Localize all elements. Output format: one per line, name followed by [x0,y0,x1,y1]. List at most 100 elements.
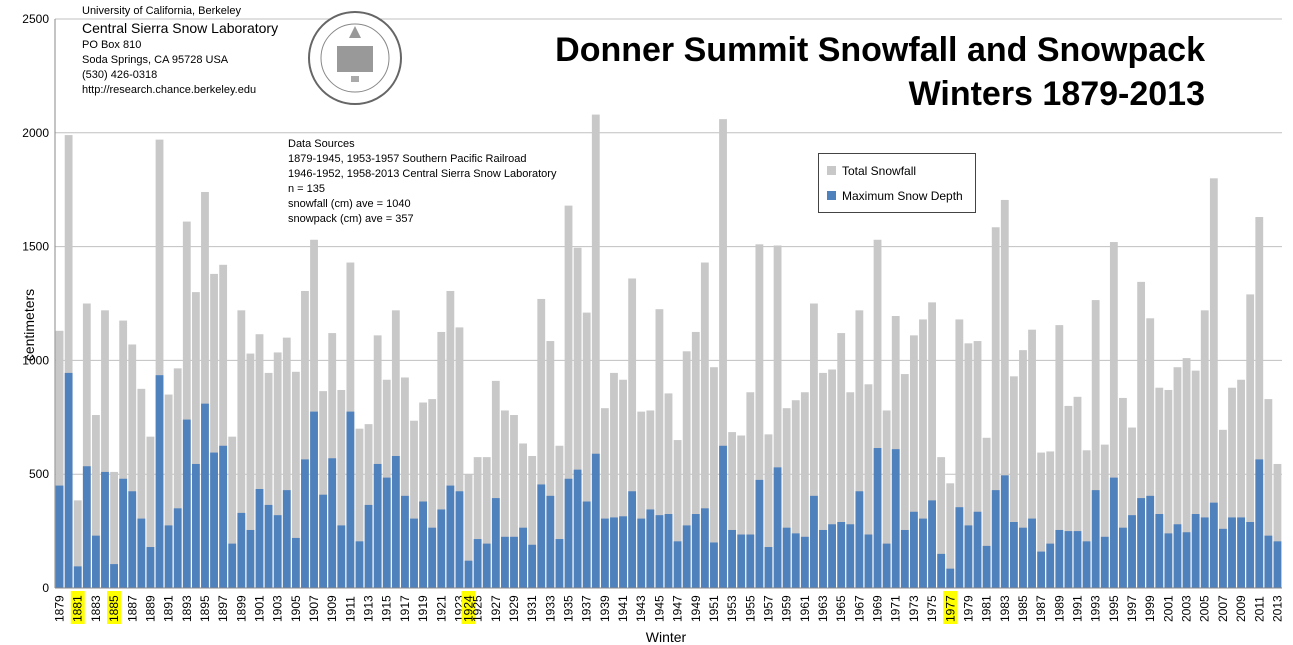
org-url[interactable]: http://research.chance.berkeley.edu [82,84,257,96]
bar-max-snow-depth [828,524,837,588]
bar-max-snow-depth [1273,541,1282,588]
bar-max-snow-depth [491,498,500,588]
bar-total-snowfall [1219,429,1227,588]
x-tick-label: 1879 [53,595,67,622]
bar-max-snow-depth [482,543,491,588]
bar-max-snow-depth [182,419,191,588]
x-tick-label: 1913 [362,595,376,622]
bar-max-snow-depth [119,478,128,588]
bar-max-snow-depth [437,509,446,588]
bar-max-snow-depth [855,491,864,588]
bar-total-snowfall [828,369,837,588]
bar-max-snow-depth [755,479,764,588]
x-tick-label: 1917 [398,595,412,622]
legend-label-depth: Maximum Snow Depth [842,188,963,203]
bar-total-snowfall [1228,387,1236,588]
bar-max-snow-depth [582,501,591,588]
bar-max-snow-depth [537,484,546,588]
bar-max-snow-depth [691,514,700,588]
bar-max-snow-depth [91,535,100,588]
bar-total-snowfall [419,402,428,588]
bar-total-snowfall [291,371,300,588]
highlight-marker [943,591,958,624]
bar-max-snow-depth [1255,459,1264,588]
bar-total-snowfall [1264,399,1273,588]
bar-max-snow-depth [1046,543,1055,588]
bar-max-snow-depth [219,445,228,588]
bar-total-snowfall [1019,350,1027,588]
bar-max-snow-depth [555,539,564,588]
org-city: Soda Springs, CA 95728 USA [82,54,229,66]
bar-total-snowfall [800,392,809,588]
x-tick-label: 1991 [1071,595,1085,622]
x-tick-label: 1943 [634,595,648,622]
bar-max-snow-depth [791,533,800,588]
x-tick-label: 1924 [462,595,476,622]
bar-max-snow-depth [1237,517,1246,588]
bar-max-snow-depth [782,527,791,588]
x-tick-label: 1999 [1143,595,1157,622]
org-phone: (530) 426-0318 [82,69,158,81]
bar-max-snow-depth [446,485,455,588]
bar-total-snowfall [546,341,555,588]
x-tick-label: 1989 [1052,595,1066,622]
bar-max-snow-depth [1019,527,1027,588]
bar-total-snowfall [273,352,282,588]
bar-max-snow-depth [1164,533,1173,588]
bar-total-snowfall [1109,242,1118,588]
bar-total-snowfall [773,245,782,588]
bar-max-snow-depth [1082,541,1091,588]
bar-total-snowfall [1146,318,1155,588]
bar-max-snow-depth [1182,532,1191,588]
x-tick-label: 1929 [507,595,521,622]
sources-snowpack-avg: snowpack (cm) ave = 357 [288,213,414,225]
bar-max-snow-depth [628,491,637,588]
bar-max-snow-depth [337,525,346,588]
bar-total-snowfall [473,457,482,588]
bar-max-snow-depth [210,452,218,588]
bar-max-snow-depth [319,494,328,588]
bar-max-snow-depth [228,543,237,588]
x-tick-label: 1941 [616,595,630,622]
bar-total-snowfall [928,302,936,588]
bar-total-snowfall [582,312,591,588]
bar-max-snow-depth [173,508,182,588]
bar-total-snowfall [510,415,518,588]
legend-item-depth: Maximum Snow Depth [827,183,967,208]
bar-max-snow-depth [1055,529,1064,588]
bar-max-snow-depth [373,463,382,588]
bar-max-snow-depth [673,541,682,588]
bar-max-snow-depth [619,516,627,588]
bar-max-snow-depth [928,500,936,588]
bar-total-snowfall [591,114,600,588]
chart-title-line2: Winters 1879-2013 [908,75,1205,113]
bar-max-snow-depth [700,508,709,588]
x-tick-label: 1883 [89,595,103,622]
bar-total-snowfall [1273,463,1282,588]
sources-snowfall-avg: snowfall (cm) ave = 1040 [288,198,411,210]
bar-max-snow-depth [55,485,64,588]
bar-max-snow-depth [382,477,391,588]
x-tick-label: 1957 [761,595,775,622]
bar-total-snowfall [846,392,855,588]
bar-max-snow-depth [364,504,373,588]
bar-max-snow-depth [473,539,482,588]
bar-total-snowfall [228,436,237,588]
bar-total-snowfall [437,331,446,588]
y-tick-label: 500 [29,467,49,481]
bar-max-snow-depth [946,568,955,588]
bar-total-snowfall [255,334,264,588]
bar-total-snowfall [101,310,109,588]
bar-total-snowfall [537,298,546,588]
bar-max-snow-depth [401,495,409,588]
highlight-marker [107,591,122,624]
bar-total-snowfall [1237,379,1246,588]
bar-total-snowfall [1173,367,1182,588]
bar-max-snow-depth [328,458,337,588]
bar-total-snowfall [619,379,627,588]
bar-max-snow-depth [82,466,91,588]
x-tick-label: 1981 [980,595,994,622]
bar-total-snowfall [73,500,82,588]
legend-item-total: Total Snowfall [827,158,967,183]
bar-total-snowfall [982,437,991,588]
